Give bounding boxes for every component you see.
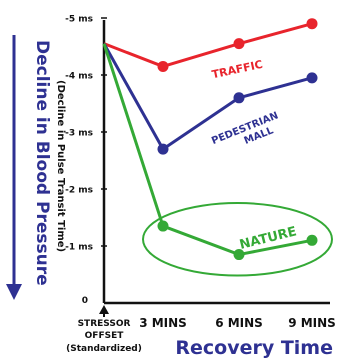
y-tick-label: -5 ms xyxy=(65,15,93,25)
data-point-nature xyxy=(306,234,318,246)
y-tick-label: 0 xyxy=(82,296,88,306)
series-lines xyxy=(102,22,313,257)
data-point-traffic xyxy=(306,18,318,30)
y-axis-ticks: 0 -1 ms -2 ms -3 ms -4 ms -5 ms xyxy=(65,15,107,306)
data-point-pedestrian-mall xyxy=(306,72,318,84)
series-line-nature xyxy=(102,43,313,257)
x-tick-label: STRESSOR OFFSET (Standardized) xyxy=(66,319,142,354)
x-axis-ticks: STRESSOR OFFSET (Standardized)3 MINS 6 MINS… xyxy=(66,316,336,354)
y-axis-title: Decline in Blood Pressure xyxy=(32,40,52,286)
down-arrow-icon xyxy=(6,35,22,300)
y-tick-label: -4 ms xyxy=(65,72,93,82)
nature-highlight xyxy=(142,202,333,277)
x-axis-title: Recovery Time xyxy=(175,337,333,358)
series-line-pedestrian-mall xyxy=(102,42,313,151)
nature-highlight-ellipse xyxy=(142,202,333,277)
y-tick-label: -2 ms xyxy=(65,186,93,196)
x-tick-label: 3 MINS xyxy=(139,316,187,330)
data-point-traffic xyxy=(233,38,245,50)
y-tick-label: -3 ms xyxy=(65,129,93,139)
data-point-traffic xyxy=(157,60,169,72)
x-tick-label: 6 MINS xyxy=(215,316,263,330)
y-tick-label: -1 ms xyxy=(65,243,93,253)
series-line-traffic xyxy=(103,22,313,68)
series-points xyxy=(157,18,318,261)
axes xyxy=(99,20,330,317)
x-tick-label: 9 MINS xyxy=(288,316,336,330)
data-point-nature xyxy=(157,220,169,232)
data-point-pedestrian-mall xyxy=(157,143,169,155)
series-label-traffic: TRAFFIC xyxy=(211,58,264,81)
y-axis-subtitle: (Decline in Pulse Transit Time) xyxy=(55,80,66,252)
data-point-nature xyxy=(233,249,245,261)
series-label-pedestrian-mall: PEDESTRIANMALL xyxy=(210,110,284,158)
data-point-pedestrian-mall xyxy=(233,92,245,104)
